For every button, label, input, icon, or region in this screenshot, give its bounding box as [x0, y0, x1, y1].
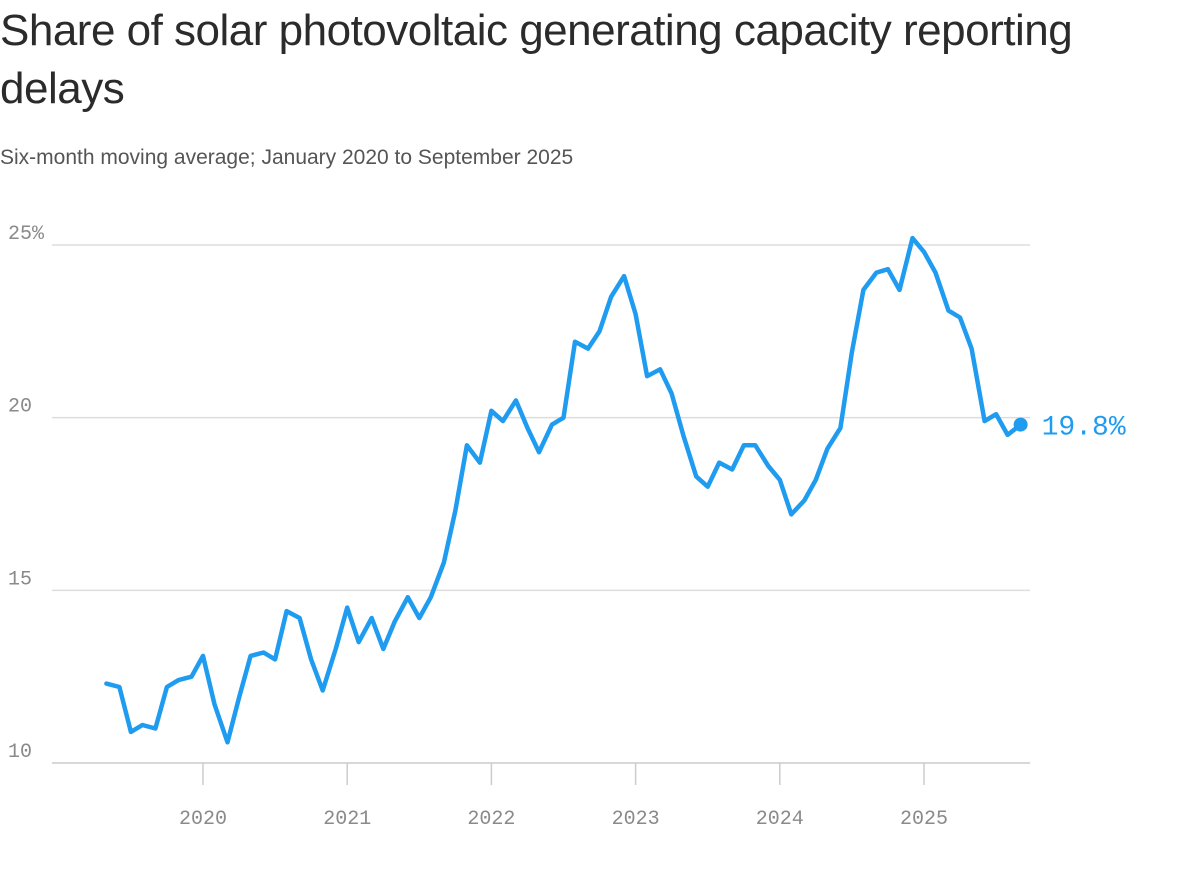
- chart-subtitle: Six-month moving average; January 2020 t…: [0, 146, 574, 169]
- last-point-marker: [1013, 417, 1028, 432]
- y-tick-label: 10: [8, 741, 32, 764]
- y-tick-label: 25%: [8, 223, 45, 246]
- gridlines: [52, 244, 1030, 764]
- series-line: [104, 235, 1023, 745]
- last-value-label: 19.8%: [1042, 413, 1126, 444]
- x-tick-label: 2021: [323, 808, 371, 831]
- x-tick-label: 2020: [179, 808, 227, 831]
- chart-title: Share of solar photovoltaic generating c…: [0, 6, 1073, 113]
- x-tick-label: 2022: [467, 808, 515, 831]
- y-tick-label: 15: [8, 568, 32, 591]
- x-tick-label: 2024: [756, 808, 804, 831]
- x-axis-ticks: 2020 2021 2022 2023 2024 2025: [179, 763, 948, 831]
- y-tick-label: 20: [8, 396, 32, 419]
- y-axis-ticks: 25% 20 15 10: [8, 223, 45, 764]
- x-tick-label: 2025: [900, 808, 948, 831]
- x-tick-label: 2023: [612, 808, 660, 831]
- series-layer: 19.8%: [104, 235, 1126, 745]
